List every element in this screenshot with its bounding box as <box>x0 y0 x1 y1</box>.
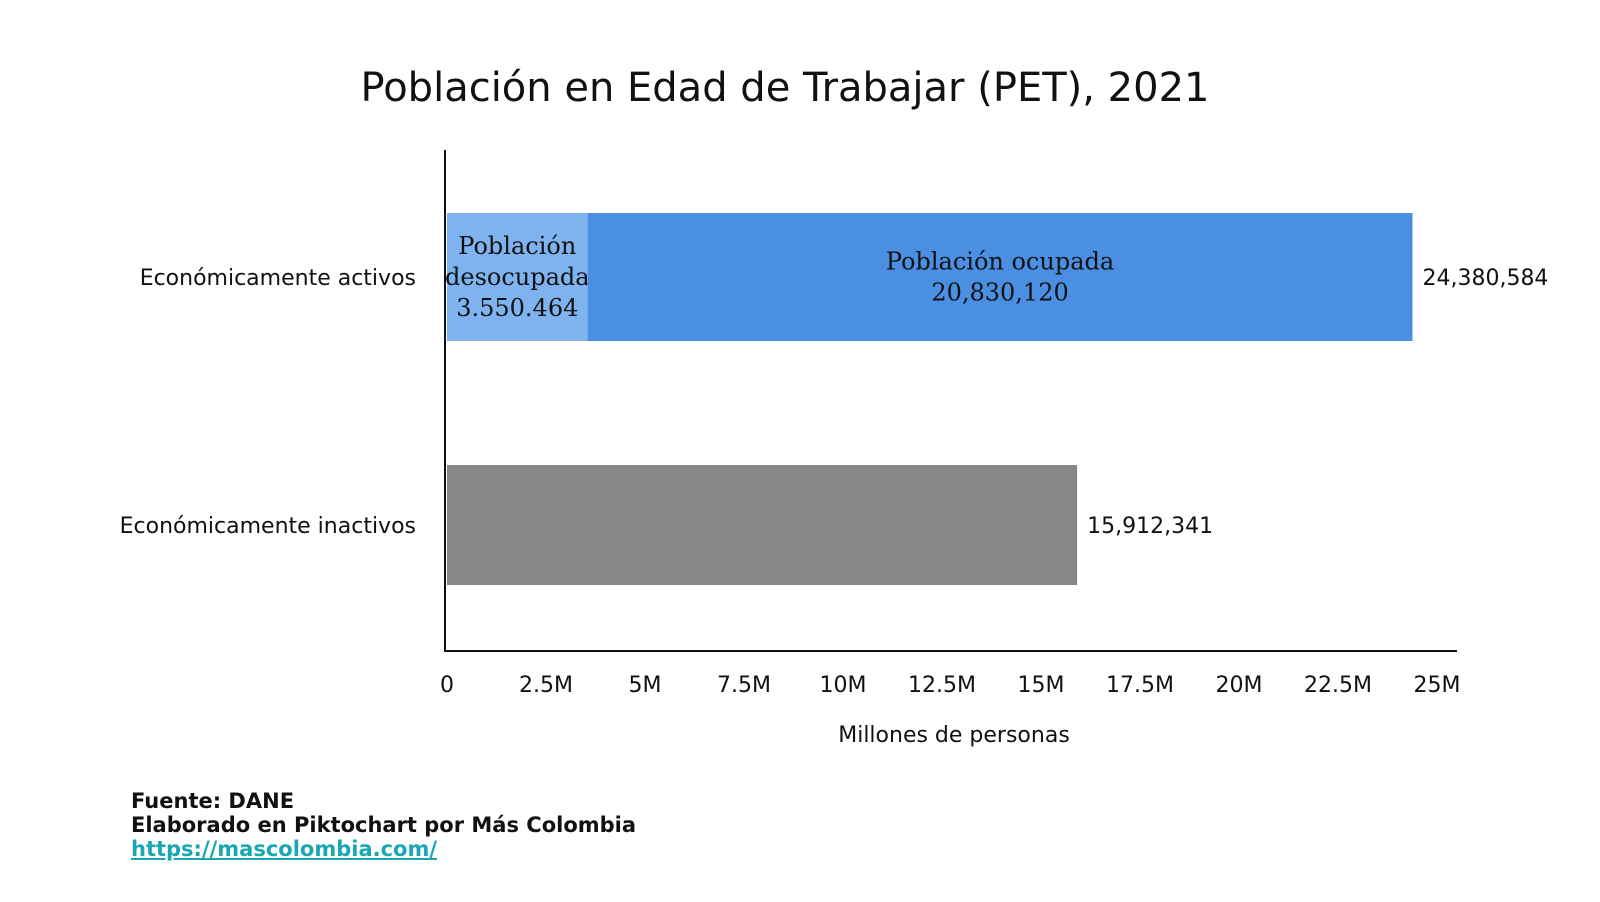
bars-layer: Económicamente activos Población desocupad… <box>120 213 1548 585</box>
x-tick-label: 17.5M <box>1106 673 1174 698</box>
segment-label: 20,830,120 <box>931 279 1068 307</box>
x-tick-label: 25M <box>1414 673 1461 698</box>
data-label: 15,912,341 <box>1087 514 1213 539</box>
x-tick-label: 12.5M <box>908 673 976 698</box>
x-tick-label: 15M <box>1018 673 1065 698</box>
source-note: Fuente: DANE <box>131 789 295 813</box>
axes-layer: 0 2.5M 5M 7.5M 10M 12.5M 15M 17.5M 20M 22.5M 25M <box>440 150 1460 698</box>
data-label: 24,380,584 <box>1422 266 1548 291</box>
segment-label: desocupada <box>445 263 590 291</box>
source-link[interactable]: https://mascolombia.com/ <box>131 837 438 861</box>
bar-segment <box>447 213 588 341</box>
chart-title: Población en Edad de Trabajar (PET), 202… <box>361 65 1210 111</box>
bar-segment <box>447 465 1078 585</box>
category-label: Económicamente inactivos <box>120 514 416 539</box>
footer: Fuente: DANE Elaborado en Piktochart por… <box>131 789 636 861</box>
segment-label: Población <box>458 232 576 260</box>
category-label: Económicamente activos <box>140 266 416 291</box>
x-tick-label: 0 <box>440 673 454 698</box>
credit-note: Elaborado en Piktochart por Más Colombia <box>131 813 637 837</box>
x-tick-label: 5M <box>629 673 662 698</box>
x-tick-label: 20M <box>1216 673 1263 698</box>
x-axis-title: Millones de personas <box>838 723 1070 748</box>
bar-segment <box>587 213 1413 341</box>
segment-label: Población ocupada <box>886 248 1114 276</box>
x-tick-label: 22.5M <box>1304 673 1372 698</box>
x-tick-label: 10M <box>820 673 867 698</box>
segment-label: 3.550.464 <box>456 294 578 322</box>
x-tick-label: 2.5M <box>519 673 573 698</box>
x-tick-label: 7.5M <box>717 673 771 698</box>
